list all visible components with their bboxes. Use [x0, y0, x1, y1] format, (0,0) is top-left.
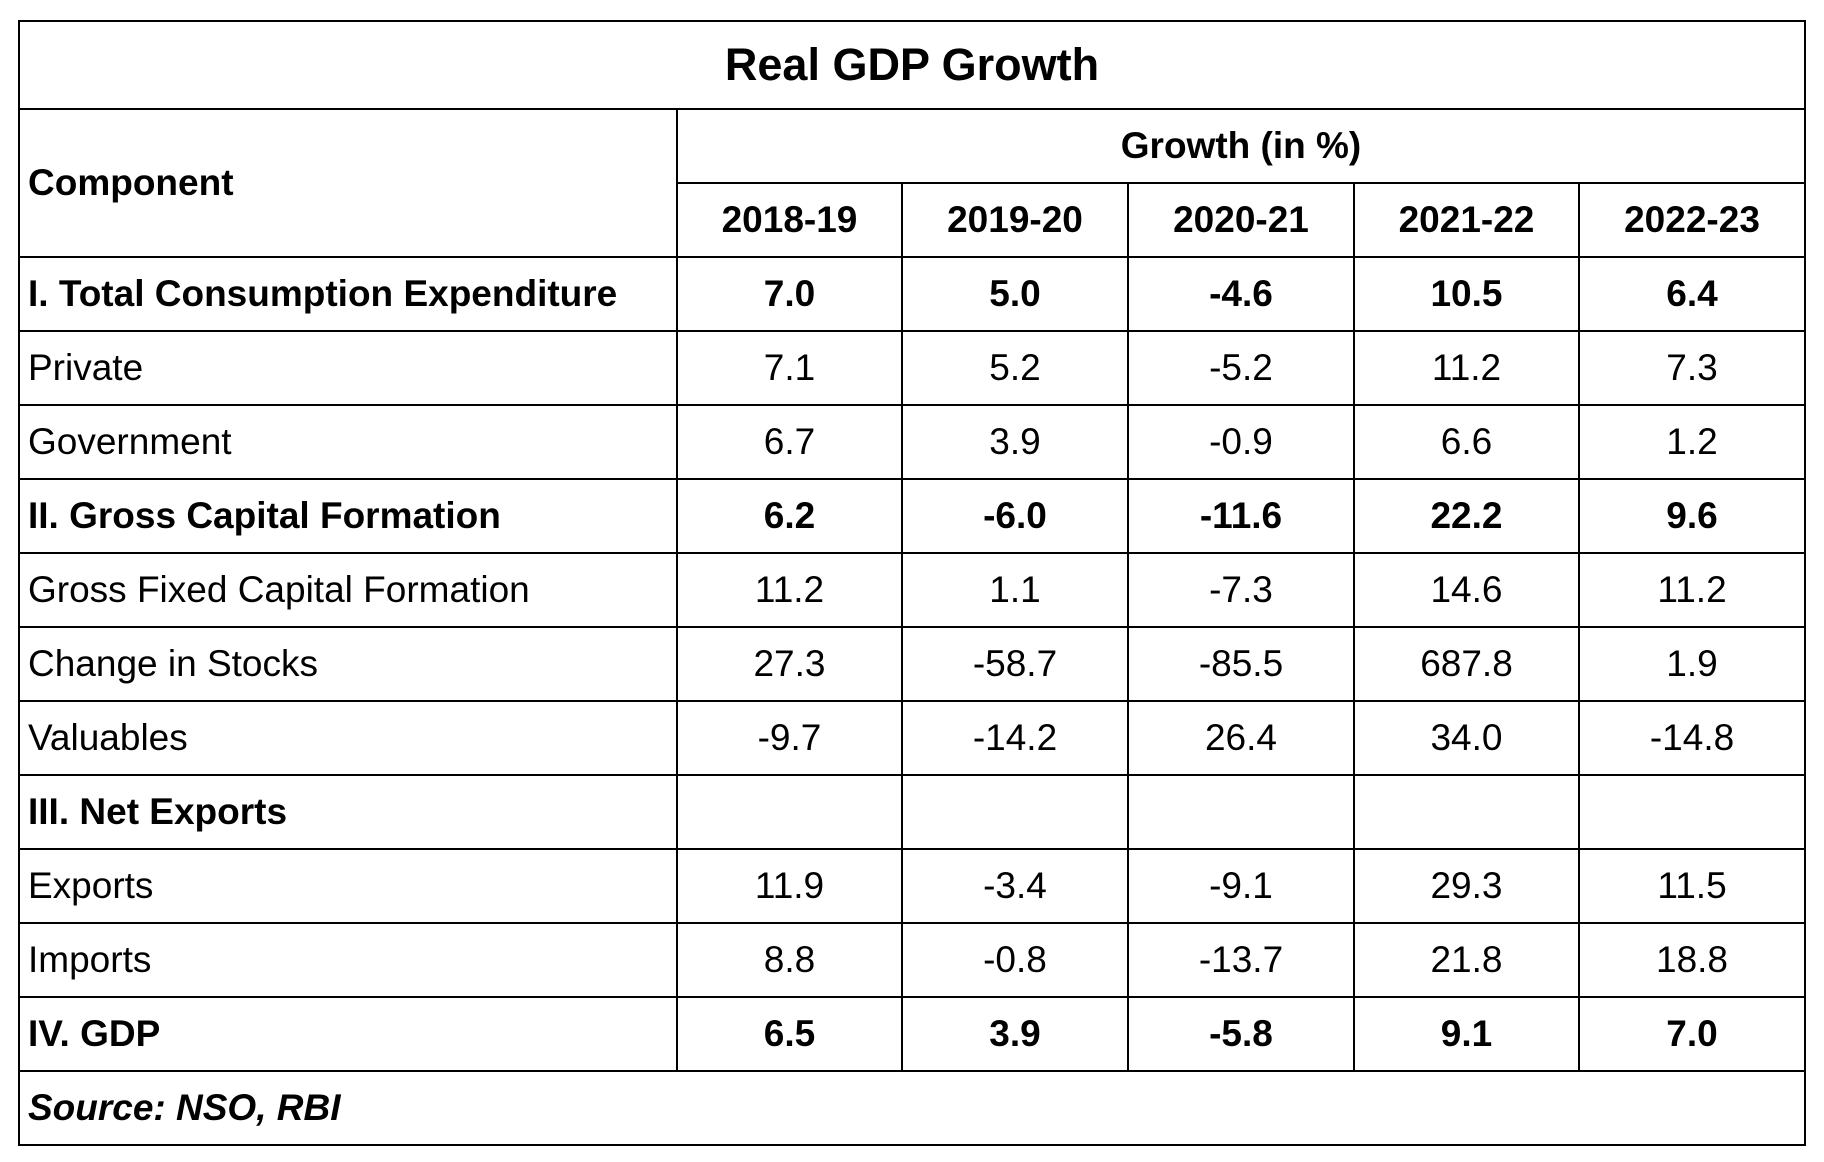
growth-value-cell: -14.2	[901, 700, 1129, 776]
row-label: Valuables	[18, 700, 678, 776]
growth-value-cell: -13.7	[1127, 922, 1355, 998]
growth-value-cell: 27.3	[676, 626, 903, 702]
table-row: Valuables -9.7 -14.2 26.4 34.0 -14.8	[18, 700, 1807, 776]
table-row: Change in Stocks 27.3 -58.7 -85.5 687.8 1.9	[18, 626, 1807, 702]
growth-value-cell: -7.3	[1127, 552, 1355, 628]
year-header: 2022-23	[1577, 182, 1807, 258]
growth-value-cell: 687.8	[1353, 626, 1580, 702]
growth-value-cell	[1353, 774, 1580, 850]
growth-value-cell: 1.2	[1577, 404, 1807, 480]
growth-value-cell: 22.2	[1353, 478, 1580, 554]
year-header: 2018-19	[676, 182, 903, 258]
growth-value-cell: 9.6	[1577, 478, 1807, 554]
growth-value-cell: -14.8	[1577, 700, 1807, 776]
real-gdp-growth-table: Real GDP Growth Component Growth (in %) …	[17, 20, 1807, 1146]
growth-value-cell	[1127, 774, 1355, 850]
growth-value-cell	[1577, 774, 1807, 850]
growth-value-cell: 34.0	[1353, 700, 1580, 776]
row-label: Change in Stocks	[18, 626, 678, 702]
table-row: Imports 8.8 -0.8 -13.7 21.8 18.8	[18, 922, 1807, 998]
growth-value-cell: 29.3	[1353, 848, 1580, 924]
growth-value-cell: 7.3	[1577, 330, 1807, 406]
table-row: Exports 11.9 -3.4 -9.1 29.3 11.5	[18, 848, 1807, 924]
growth-value-cell: 5.2	[901, 330, 1129, 406]
row-label: IV. GDP	[18, 996, 678, 1072]
row-label: Gross Fixed Capital Formation	[18, 552, 678, 628]
table-row: III. Net Exports	[18, 774, 1807, 850]
growth-value-cell: -0.8	[901, 922, 1129, 998]
growth-value-cell: 11.5	[1577, 848, 1807, 924]
growth-value-cell: 6.4	[1577, 256, 1807, 332]
row-label: II. Gross Capital Formation	[18, 478, 678, 554]
row-label: Imports	[18, 922, 678, 998]
growth-value-cell: -58.7	[901, 626, 1129, 702]
row-label: I. Total Consumption Expenditure	[18, 256, 678, 332]
growth-value-cell: 6.7	[676, 404, 903, 480]
growth-value-cell: -4.6	[1127, 256, 1355, 332]
table-row: II. Gross Capital Formation 6.2 -6.0 -11.6 2…	[18, 478, 1807, 554]
growth-value-cell: 3.9	[901, 996, 1129, 1072]
growth-value-cell: 7.1	[676, 330, 903, 406]
component-header: Component	[18, 108, 678, 258]
growth-value-cell: -85.5	[1127, 626, 1355, 702]
growth-value-cell: 7.0	[676, 256, 903, 332]
table-row: IV. GDP 6.5 3.9 -5.8 9.1 7.0	[18, 996, 1807, 1072]
year-header: 2019-20	[901, 182, 1129, 258]
growth-value-cell: 6.5	[676, 996, 903, 1072]
row-label: III. Net Exports	[18, 774, 678, 850]
growth-value-cell	[676, 774, 903, 850]
growth-value-cell: 8.8	[676, 922, 903, 998]
growth-value-cell: 11.9	[676, 848, 903, 924]
growth-value-cell: -0.9	[1127, 404, 1355, 480]
table-row: Private 7.1 5.2 -5.2 11.2 7.3	[18, 330, 1807, 406]
growth-value-cell: 11.2	[676, 552, 903, 628]
growth-value-cell: 1.1	[901, 552, 1129, 628]
year-header: 2020-21	[1127, 182, 1355, 258]
growth-value-cell	[901, 774, 1129, 850]
table-row: Gross Fixed Capital Formation 11.2 1.1 -7.3…	[18, 552, 1807, 628]
row-label: Exports	[18, 848, 678, 924]
growth-value-cell: 11.2	[1353, 330, 1580, 406]
growth-value-cell: 6.2	[676, 478, 903, 554]
table-title: Real GDP Growth	[17, 20, 1807, 110]
growth-value-cell: 11.2	[1577, 552, 1807, 628]
growth-value-cell: -9.7	[676, 700, 903, 776]
row-label: Government	[18, 404, 678, 480]
growth-value-cell: 7.0	[1577, 996, 1807, 1072]
row-label: Private	[18, 330, 678, 406]
growth-value-cell: 5.0	[901, 256, 1129, 332]
growth-value-cell: 1.9	[1577, 626, 1807, 702]
source-note: Source: NSO, RBI	[17, 1070, 1807, 1146]
growth-value-cell: 26.4	[1127, 700, 1355, 776]
growth-group-header: Growth (in %)	[675, 108, 1807, 184]
growth-value-cell: -9.1	[1127, 848, 1355, 924]
growth-value-cell: -11.6	[1127, 478, 1355, 554]
growth-value-cell: 3.9	[901, 404, 1129, 480]
growth-value-cell: 14.6	[1353, 552, 1580, 628]
growth-value-cell: 9.1	[1353, 996, 1580, 1072]
table-row: Government 6.7 3.9 -0.9 6.6 1.2	[18, 404, 1807, 480]
growth-value-cell: 18.8	[1577, 922, 1807, 998]
growth-value-cell: -5.8	[1127, 996, 1355, 1072]
table-row: I. Total Consumption Expenditure 7.0 5.0 -4…	[18, 256, 1807, 332]
growth-value-cell: 10.5	[1353, 256, 1580, 332]
growth-value-cell: -3.4	[901, 848, 1129, 924]
growth-value-cell: 21.8	[1353, 922, 1580, 998]
growth-value-cell: -6.0	[901, 478, 1129, 554]
gdp-table-container: Real GDP Growth Component Growth (in %) …	[17, 20, 1807, 1146]
growth-value-cell: -5.2	[1127, 330, 1355, 406]
year-header: 2021-22	[1353, 182, 1580, 258]
growth-value-cell: 6.6	[1353, 404, 1580, 480]
